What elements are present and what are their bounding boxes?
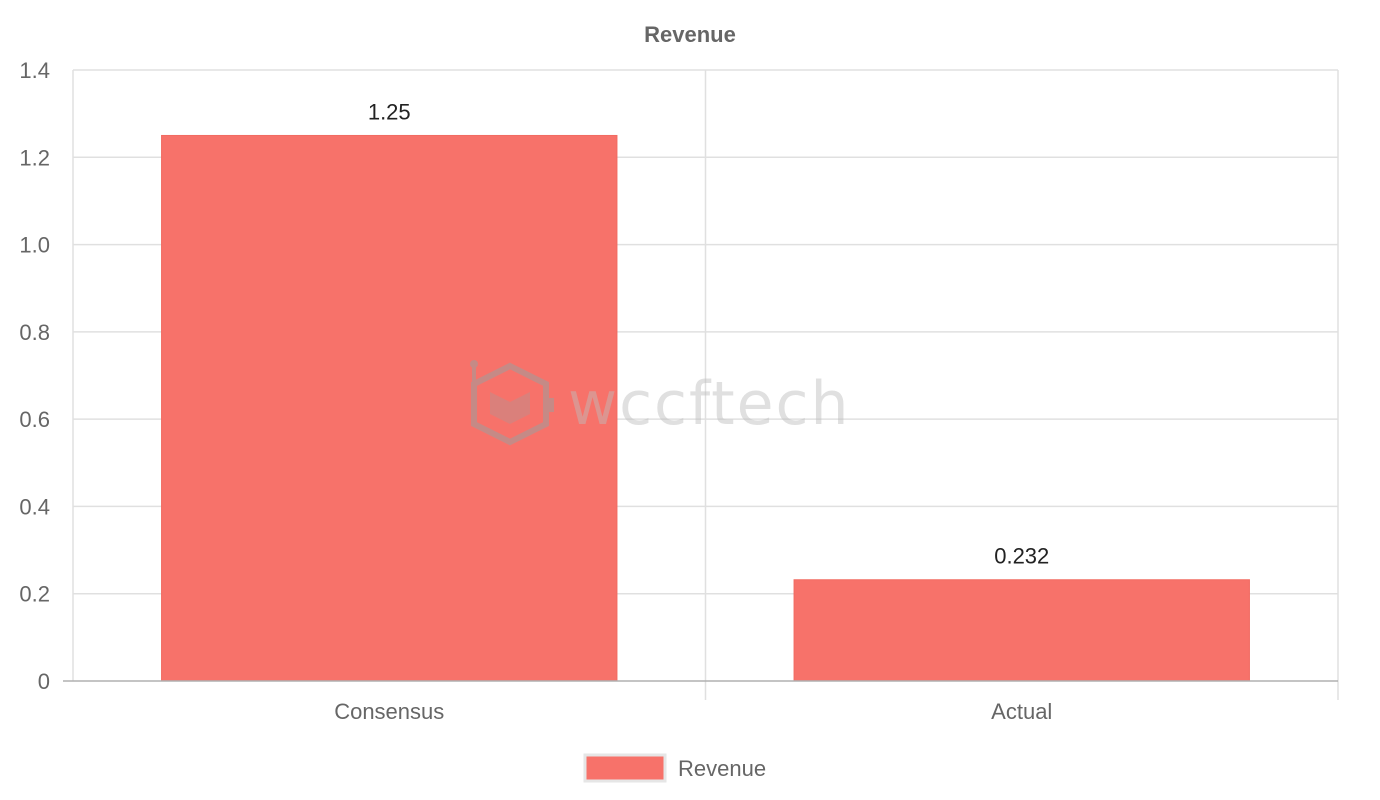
chart-title: Revenue [644, 22, 736, 47]
labels: 0 0.2 0.4 0.6 0.8 1.0 1.2 1.4 1.25 Consensus 0.232… [19, 58, 1052, 724]
y-tick-label: 0 [38, 669, 50, 694]
y-tick-label: 0.2 [19, 582, 50, 607]
data-label: 0.232 [994, 544, 1049, 569]
y-tick-label: 1.4 [19, 58, 50, 83]
watermark-text: wccftech [568, 369, 851, 439]
legend-swatch [583, 753, 667, 783]
bars [161, 134, 1250, 682]
legend-label: Revenue [678, 756, 766, 781]
y-tick-label: 1.0 [19, 233, 50, 258]
y-tick-label: 0.4 [19, 494, 50, 519]
legend[interactable]: Revenue [583, 753, 766, 783]
wccftech-logo-icon [470, 360, 554, 446]
bar-consensus[interactable] [161, 134, 618, 682]
y-tick-label: 1.2 [19, 145, 50, 170]
y-tick-label: 0.6 [19, 407, 50, 432]
x-tick-label: Consensus [334, 699, 444, 724]
data-label: 1.25 [368, 99, 411, 124]
watermark: wccftech [470, 360, 851, 446]
axes [63, 70, 1338, 682]
x-tick-label: Actual [991, 699, 1052, 724]
y-tick-label: 0.8 [19, 320, 50, 345]
bar-actual[interactable] [793, 579, 1250, 682]
